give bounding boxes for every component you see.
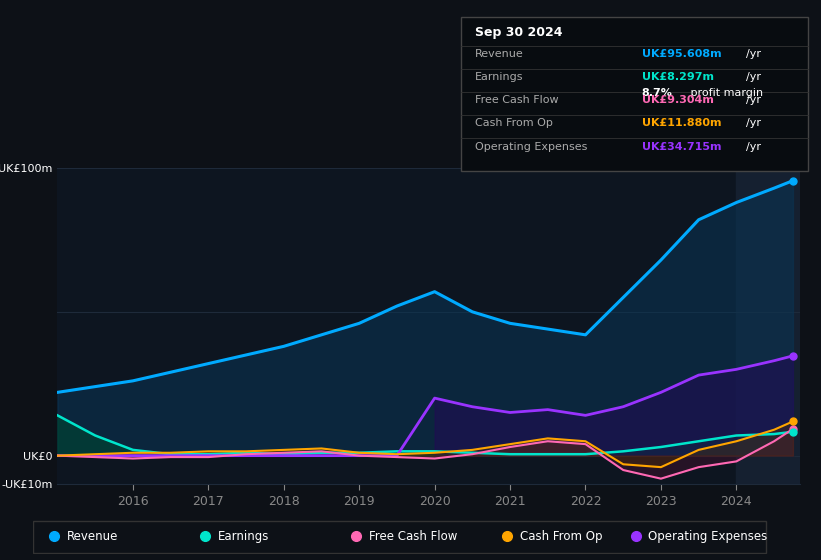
Text: UK£95.608m: UK£95.608m <box>641 49 721 59</box>
Text: 8.7%: 8.7% <box>641 88 672 97</box>
Text: /yr: /yr <box>745 142 760 152</box>
FancyBboxPatch shape <box>461 17 808 171</box>
Text: UK£9.304m: UK£9.304m <box>641 95 713 105</box>
Bar <box>736 168 800 484</box>
Text: UK£34.715m: UK£34.715m <box>641 142 721 152</box>
Text: UK£11.880m: UK£11.880m <box>641 119 721 128</box>
Text: /yr: /yr <box>745 119 760 128</box>
Text: Operating Expenses: Operating Expenses <box>649 530 768 543</box>
FancyBboxPatch shape <box>33 521 765 553</box>
Text: Free Cash Flow: Free Cash Flow <box>475 95 559 105</box>
Text: UK£8.297m: UK£8.297m <box>641 72 713 82</box>
Text: /yr: /yr <box>745 49 760 59</box>
Text: Operating Expenses: Operating Expenses <box>475 142 588 152</box>
Text: /yr: /yr <box>745 95 760 105</box>
Text: Earnings: Earnings <box>218 530 269 543</box>
Text: profit margin: profit margin <box>686 88 763 97</box>
Text: Sep 30 2024: Sep 30 2024 <box>475 26 562 39</box>
Text: Free Cash Flow: Free Cash Flow <box>369 530 457 543</box>
Text: Cash From Op: Cash From Op <box>520 530 603 543</box>
Text: Revenue: Revenue <box>475 49 524 59</box>
Text: Revenue: Revenue <box>67 530 118 543</box>
Text: Cash From Op: Cash From Op <box>475 119 553 128</box>
Text: Earnings: Earnings <box>475 72 524 82</box>
Text: /yr: /yr <box>745 72 760 82</box>
